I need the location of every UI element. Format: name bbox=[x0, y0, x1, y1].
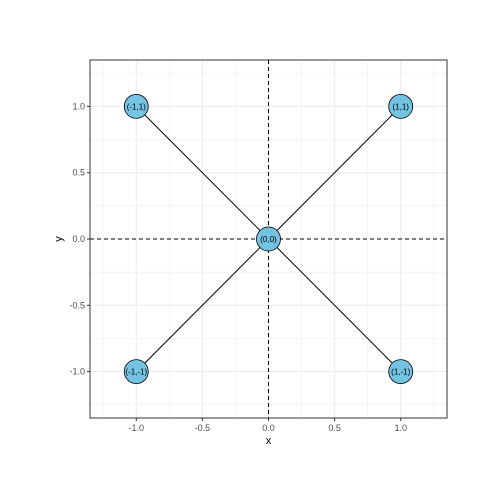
x-tick-label: 1.0 bbox=[394, 423, 407, 433]
segment-line bbox=[135, 106, 269, 240]
data-point-label: (0,0) bbox=[260, 235, 277, 244]
x-axis-title: x bbox=[266, 435, 272, 447]
x-tick-label: -0.5 bbox=[195, 423, 211, 433]
data-point-label: (1,1) bbox=[392, 102, 409, 111]
y-tick-label: -0.5 bbox=[69, 300, 85, 310]
x-tick-label: 0.0 bbox=[262, 423, 275, 433]
data-point bbox=[123, 359, 149, 384]
data-point bbox=[256, 226, 281, 252]
x-axis-ticks: -1.0 -0.5 0.0 0.5 1.0 bbox=[129, 418, 407, 433]
y-tick-label: 0.5 bbox=[72, 168, 85, 178]
y-tick-label: 1.0 bbox=[72, 101, 85, 111]
segment-line bbox=[268, 238, 402, 372]
y-tick-label: 0.0 bbox=[72, 234, 85, 244]
data-point bbox=[123, 94, 149, 119]
segment-line bbox=[135, 238, 269, 372]
y-axis-title: y bbox=[53, 236, 65, 242]
x-tick-label: -1.0 bbox=[129, 423, 145, 433]
data-point-label: (-1,1) bbox=[127, 102, 146, 111]
data-point-label: (-1,-1) bbox=[125, 368, 147, 377]
y-axis-ticks: -1.0 -0.5 0.0 0.5 1.0 bbox=[69, 101, 90, 377]
data-point bbox=[388, 359, 414, 384]
y-tick-label: -1.0 bbox=[69, 367, 85, 377]
points: (-1,1) (1,1) (0,0) (-1,-1) (1,-1) bbox=[123, 94, 414, 384]
data-point-label: (1,-1) bbox=[391, 368, 410, 377]
segments bbox=[135, 106, 402, 372]
x-tick-label: 0.5 bbox=[328, 423, 341, 433]
segment-line bbox=[268, 106, 402, 240]
data-point bbox=[388, 94, 414, 119]
